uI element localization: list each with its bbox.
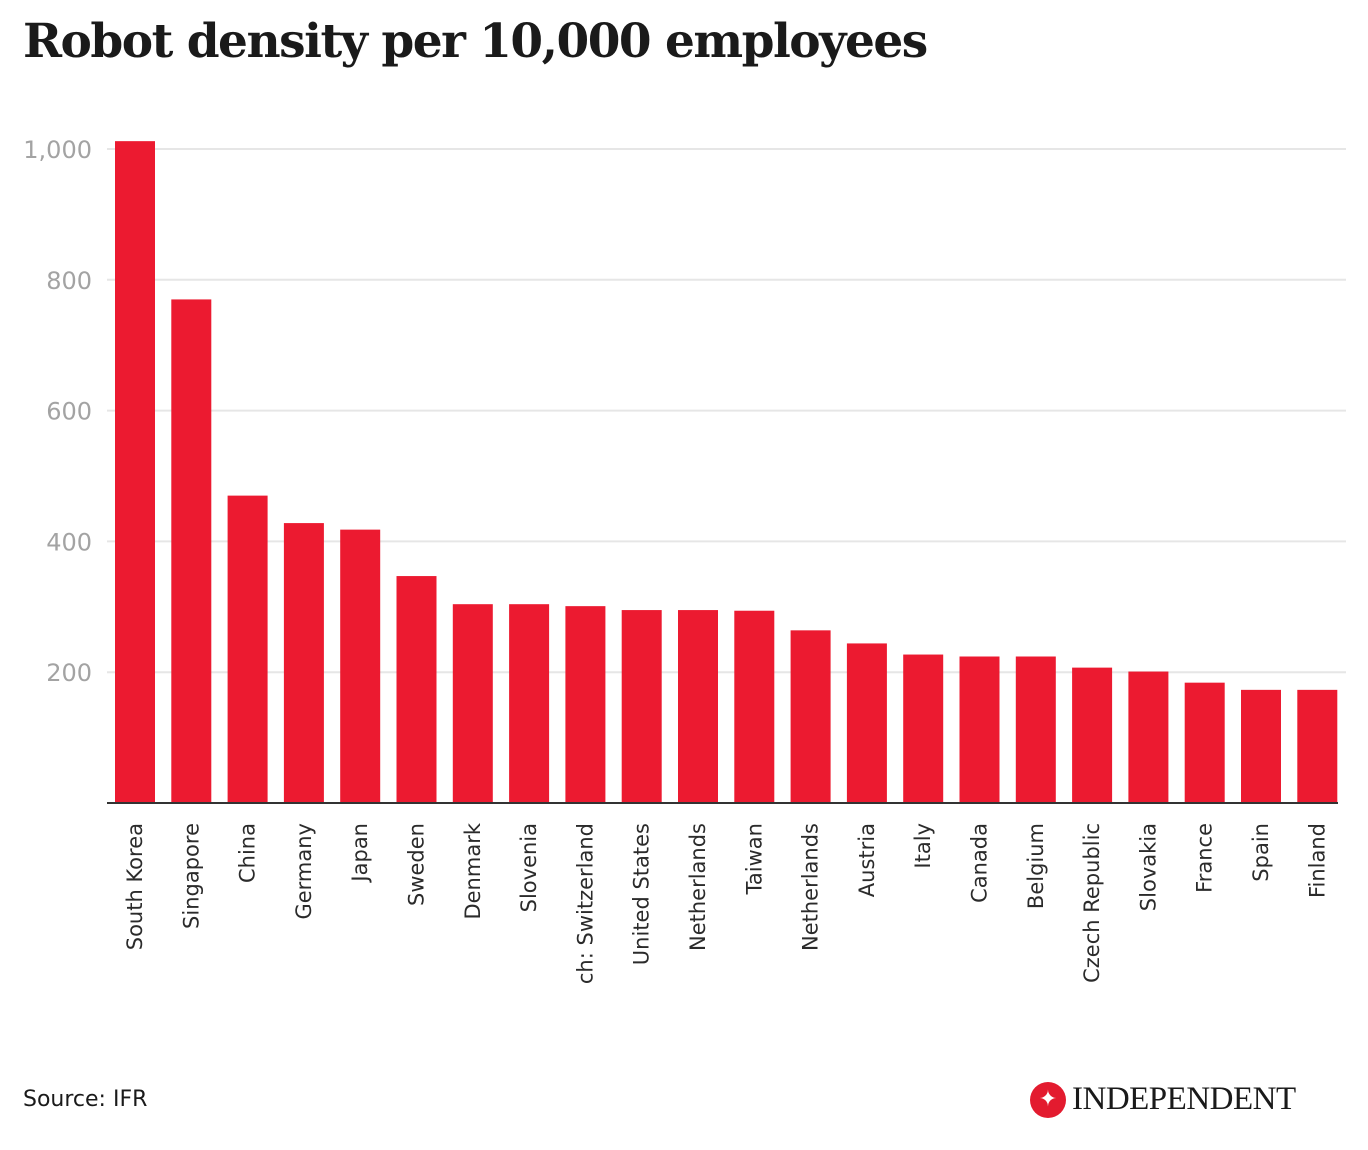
bar	[509, 604, 550, 803]
bar	[283, 523, 324, 803]
source-note: Source: IFR	[23, 1087, 148, 1112]
bar	[1297, 689, 1338, 803]
x-tick-label: Taiwan	[742, 823, 766, 895]
bar	[396, 576, 437, 803]
x-tick-label: South Korea	[123, 823, 147, 950]
y-tick-label: 800	[46, 267, 92, 295]
x-tick-label: ch: Switzerland	[573, 823, 597, 984]
bar	[1241, 689, 1281, 803]
bar	[340, 529, 381, 803]
x-tick-label: Japan	[348, 823, 372, 884]
x-tick-label: Sweden	[405, 823, 429, 906]
x-tick-label: Belgium	[1024, 823, 1048, 909]
x-tick-label: Denmark	[461, 822, 485, 919]
bar	[790, 630, 831, 803]
x-tick-label: Singapore	[179, 823, 203, 929]
bar	[903, 654, 944, 803]
brand: ✦ INDEPENDENT	[1030, 1081, 1296, 1118]
x-tick-label: Italy	[911, 823, 935, 869]
x-tick-label: Slovakia	[1136, 823, 1160, 911]
x-tick-label: France	[1193, 823, 1217, 893]
x-tick-label: Germany	[292, 823, 316, 920]
bar	[1184, 682, 1225, 803]
eagle-logo-icon: ✦	[1030, 1081, 1066, 1118]
x-tick-label: Netherlands	[686, 823, 710, 951]
x-tick-label: Canada	[968, 823, 992, 903]
bar	[1128, 671, 1169, 803]
bars	[115, 141, 1338, 804]
bar	[1072, 667, 1113, 803]
x-tick-label: Finland	[1305, 823, 1329, 898]
x-tick-label: United States	[630, 823, 654, 965]
brand-name: INDEPENDENT	[1072, 1081, 1296, 1117]
bar	[846, 643, 887, 803]
bar	[678, 610, 718, 803]
x-tick-label: China	[236, 823, 260, 883]
bar-chart: 200 400 600 800 1,000 South Korea Singapore Ch…	[23, 136, 1346, 984]
x-tick-label: Austria	[855, 823, 879, 897]
y-tick-label: 600	[46, 398, 92, 426]
y-axis-ticks: 200 400 600 800 1,000	[23, 136, 92, 687]
bar	[734, 610, 775, 803]
bar	[621, 610, 662, 803]
bar	[171, 299, 212, 803]
chart-title: Robot density per 10,000 employees	[23, 14, 928, 69]
x-axis-ticks: South Korea Singapore China Germany Japan Swe…	[123, 822, 1329, 984]
bar	[1015, 656, 1056, 803]
bar	[227, 495, 268, 803]
bar	[565, 606, 606, 803]
bar	[452, 604, 493, 803]
bar	[115, 141, 155, 804]
x-tick-label: Czech Republic	[1080, 823, 1104, 983]
y-tick-label: 200	[46, 659, 92, 687]
x-tick-label: Spain	[1249, 823, 1273, 882]
x-tick-label: Netherlands	[799, 823, 823, 951]
y-tick-label: 400	[46, 528, 92, 556]
bar	[959, 656, 1000, 803]
x-tick-label: Slovenia	[517, 823, 541, 912]
y-tick-label: 1,000	[23, 136, 92, 164]
